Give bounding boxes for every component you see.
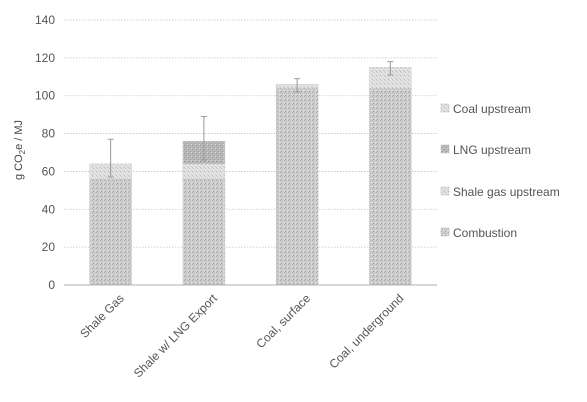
error-bars: [107, 61, 394, 178]
legend-swatch-lng-upstream: [440, 144, 450, 154]
bars: [89, 67, 412, 286]
y-tick-label: 140: [35, 13, 55, 27]
x-tick-label: Shale Gas: [77, 291, 127, 341]
y-tick-label: 120: [35, 51, 55, 65]
legend-swatch-coal-upstream: [440, 103, 450, 113]
y-axis-ticks: 0 20 40 60 80 100 120 140: [35, 13, 55, 292]
bar-shale-w-lng-export-shale-gas-upstream: [182, 163, 226, 180]
x-axis-ticks: Shale Gas Shale w/ LNG Export Coal, surfac…: [77, 291, 406, 381]
legend-label-coal-upstream: Coal upstream: [453, 102, 531, 116]
x-tick-label: Coal, underground: [326, 291, 406, 371]
y-tick-label: 60: [42, 164, 56, 178]
y-tick-label: 80: [42, 127, 56, 141]
legend-label-lng-upstream: LNG upstream: [453, 143, 531, 157]
y-tick-label: 40: [42, 202, 56, 216]
y-axis-label-subscript: 2: [18, 149, 27, 154]
y-axis-label-part-2: e / MJ: [13, 120, 25, 150]
x-tick-label: Shale w/ LNG Export: [131, 291, 221, 381]
legend-swatch-shale-gas-upstream: [440, 186, 450, 196]
bar-shale-w-lng-export-combustion: [182, 178, 226, 286]
y-tick-label: 0: [48, 278, 55, 292]
legend-swatch-combustion: [440, 227, 450, 237]
x-tick-label: Coal, surface: [253, 291, 313, 351]
y-tick-label: 100: [35, 89, 55, 103]
bar-coal-surface-combustion: [275, 87, 319, 286]
bar-shale-gas-combustion: [89, 178, 132, 286]
gridlines: [64, 19, 437, 248]
y-tick-label: 20: [42, 240, 56, 254]
legend: Coal upstream LNG upstream Shale gas upstr…: [440, 102, 560, 240]
y-axis-label-part-1: g CO: [13, 154, 25, 180]
bar-coal-underground-combustion: [369, 87, 412, 286]
legend-label-combustion: Combustion: [453, 226, 517, 240]
legend-label-shale-gas-upstream: Shale gas upstream: [453, 185, 560, 199]
y-axis-label: g CO2e / MJ: [13, 120, 27, 180]
